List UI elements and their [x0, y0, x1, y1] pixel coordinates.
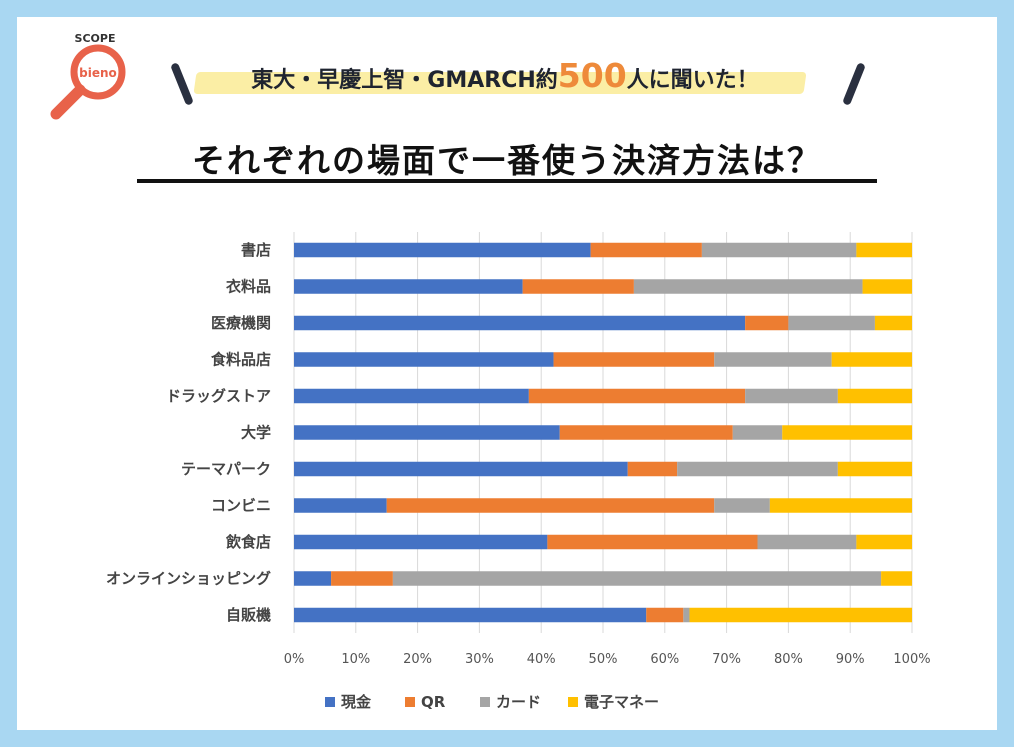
x-tick-label: 80%: [774, 652, 803, 667]
x-tick-label: 100%: [893, 652, 930, 667]
category-label: ドラッグストア: [166, 387, 271, 405]
bar-segment: [294, 534, 548, 550]
bar-segment: [294, 425, 560, 440]
bar-segment: [559, 425, 733, 440]
bar-segment: [689, 607, 912, 623]
x-tick-label: 30%: [465, 652, 494, 667]
x-tick-label: 20%: [403, 652, 432, 667]
legend-swatch: [325, 697, 335, 707]
bar-segment: [590, 242, 702, 258]
logo-text-top: SCOPE: [75, 32, 116, 45]
subtitle-after: 人に聞いた！: [626, 68, 759, 93]
bar-segment: [386, 498, 715, 513]
bar-segment: [294, 315, 746, 331]
search-logo-icon: SCOPE bieno: [50, 32, 126, 120]
bar-segment: [294, 571, 332, 586]
legend-swatch: [568, 697, 578, 707]
category-label: オンラインショッピング: [106, 570, 271, 588]
category-label: テーマパーク: [181, 460, 271, 478]
bar-segment: [331, 571, 393, 586]
subtitle-before: 東大・早慶上智・GMARCH約: [251, 68, 558, 93]
category-label: 衣料品: [226, 278, 271, 296]
subtitle-number: 500: [557, 56, 627, 95]
bar-segment: [856, 242, 912, 258]
bar-segment: [294, 352, 554, 367]
logo-text-center: bieno: [79, 66, 117, 80]
legend-swatch: [405, 697, 415, 707]
legend-label: QR: [421, 693, 446, 711]
category-label: コンビニ: [211, 497, 271, 515]
bar-segment: [547, 534, 758, 550]
bar-segment: [683, 607, 690, 623]
bar-segment: [714, 352, 832, 367]
bar-segment: [701, 242, 857, 258]
bar-segment: [294, 279, 523, 294]
subtitle-banner: 東大・早慶上智・GMARCH約500人に聞いた！: [190, 52, 820, 102]
bar-segment: [553, 352, 715, 367]
category-label: 食料品店: [211, 351, 271, 369]
bar-segment: [392, 571, 882, 586]
bar-segment: [856, 534, 912, 550]
legend-label: カード: [496, 693, 541, 711]
bar-segment: [769, 498, 912, 513]
legend-label: 現金: [341, 693, 372, 711]
x-tick-label: 90%: [836, 652, 865, 667]
bar-segment: [874, 315, 912, 331]
bar-segment: [757, 534, 857, 550]
x-tick-label: 0%: [284, 652, 305, 667]
x-tick-label: 40%: [527, 652, 556, 667]
bar-segment: [294, 461, 628, 477]
x-tick-label: 60%: [650, 652, 679, 667]
bar-segment: [745, 315, 789, 331]
subtitle: 東大・早慶上智・GMARCH約500人に聞いた！: [190, 56, 820, 95]
category-label: 自販機: [226, 606, 271, 624]
category-label: 飲食店: [225, 533, 271, 551]
bar-segment: [732, 425, 783, 440]
bar-segment: [782, 425, 912, 440]
bar-segment: [633, 279, 863, 294]
bar-segment: [522, 279, 634, 294]
bar-segment: [881, 571, 912, 586]
x-tick-label: 50%: [589, 652, 618, 667]
bar-segment: [862, 279, 912, 294]
bar-segment: [627, 461, 678, 477]
title-underline: [137, 179, 877, 183]
bar-segment: [837, 461, 912, 477]
bar-segment: [646, 607, 684, 623]
bar-segment: [294, 242, 591, 258]
legend-swatch: [480, 697, 490, 707]
x-tick-label: 10%: [341, 652, 370, 667]
legend-label: 電子マネー: [584, 693, 659, 711]
category-label: 医療機関: [211, 314, 271, 332]
category-label: 書店: [241, 241, 271, 259]
bar-segment: [714, 498, 770, 513]
page-title: それぞれの場面で一番使う決済方法は？: [192, 141, 822, 180]
bar-segment: [294, 607, 647, 623]
bar-segment: [677, 461, 838, 477]
bar-segment: [831, 352, 912, 367]
bar-segment: [294, 388, 529, 404]
bar-segment: [837, 388, 912, 404]
category-label: 大学: [241, 424, 271, 442]
bar-segment: [294, 498, 387, 513]
bar-segment: [528, 388, 746, 404]
x-tick-label: 70%: [712, 652, 741, 667]
bar-segment: [788, 315, 875, 331]
bar-segment: [745, 388, 838, 404]
